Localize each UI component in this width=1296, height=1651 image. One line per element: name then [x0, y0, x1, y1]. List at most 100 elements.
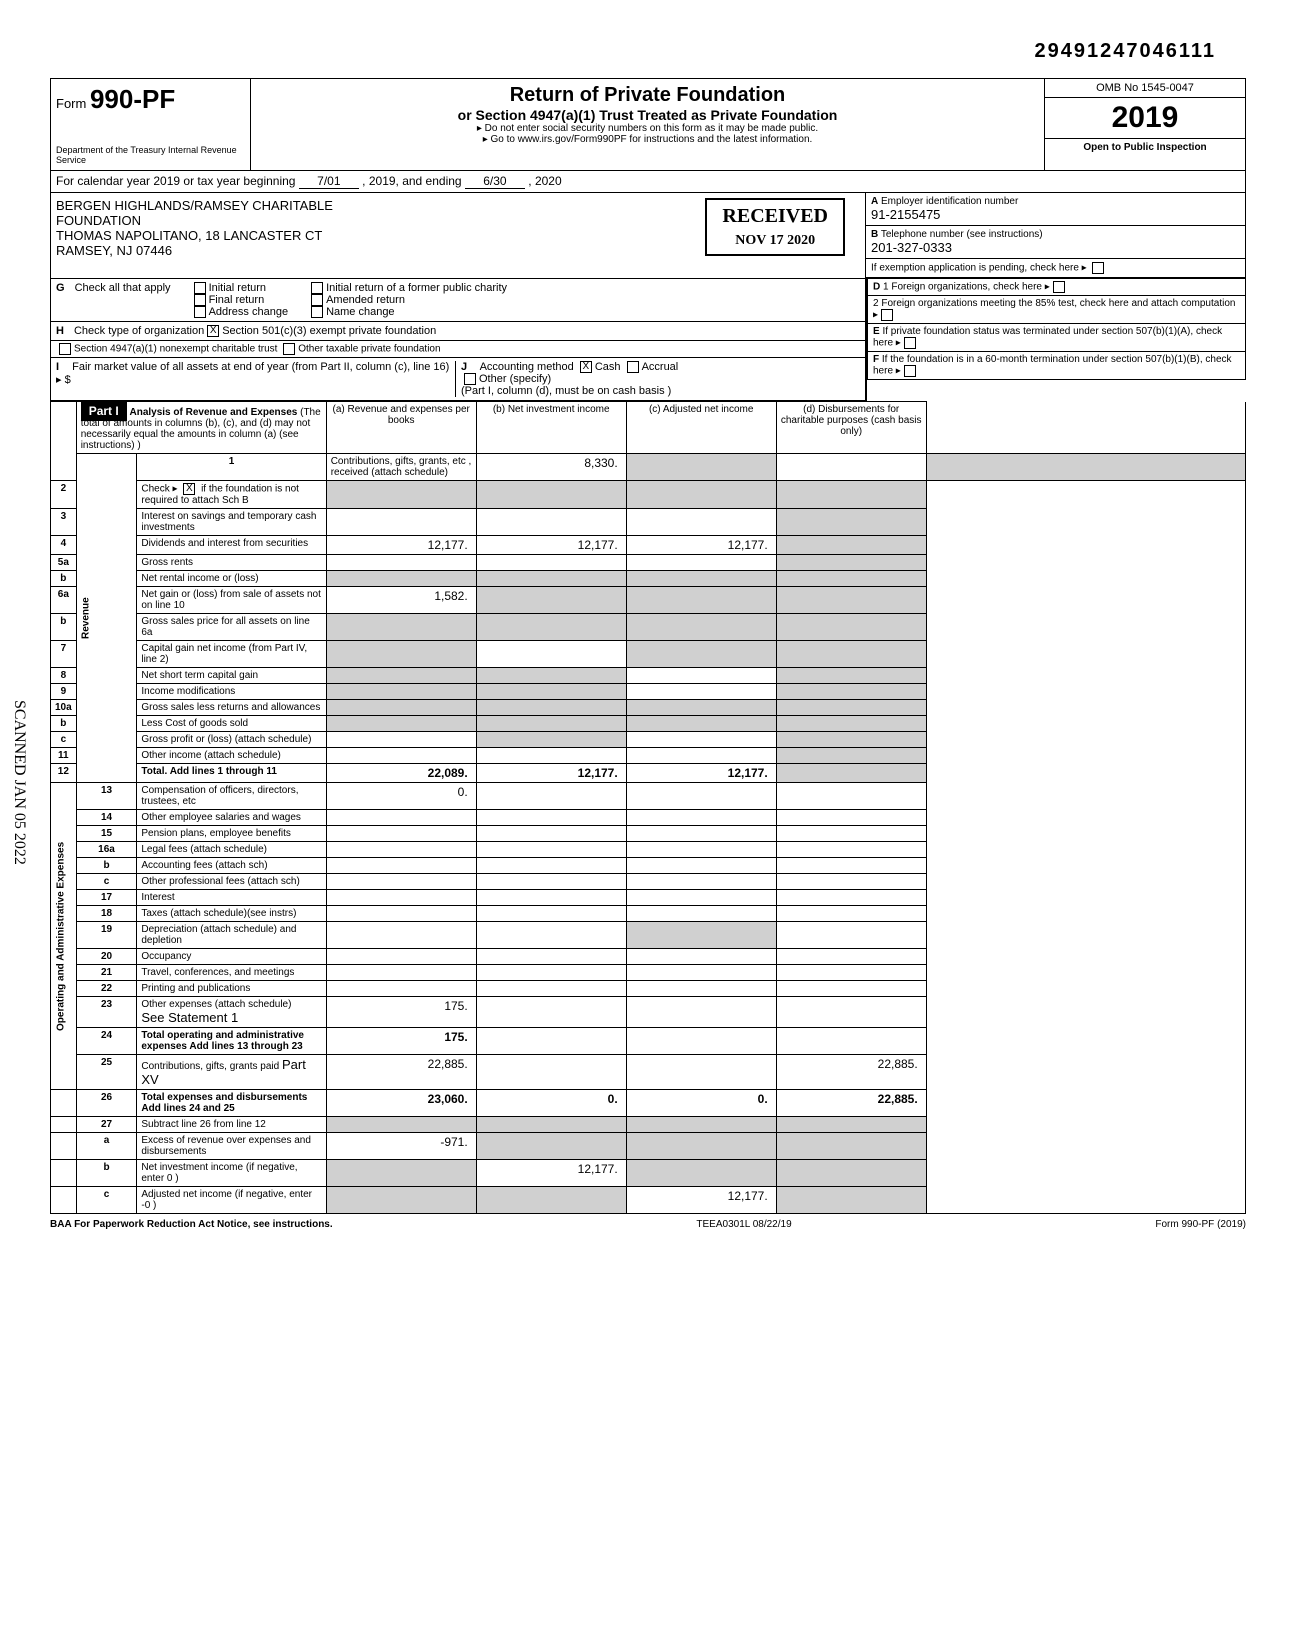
form-subtitle: or Section 4947(a)(1) Trust Treated as P… — [256, 107, 1039, 123]
line-1: Contributions, gifts, grants, etc , rece… — [326, 454, 476, 481]
cal-label: For calendar year 2019 or tax year begin… — [56, 174, 295, 188]
part1-title: Analysis of Revenue and Expenses — [129, 407, 297, 418]
box-e: If private foundation status was termina… — [873, 326, 1222, 349]
dln: 29491247046111 — [50, 40, 1246, 63]
checkbox-accrual[interactable] — [627, 361, 639, 373]
line-1-num: 1 — [137, 454, 326, 481]
line-10a: Gross sales less returns and allowances — [137, 700, 326, 716]
line-21-num: 21 — [76, 965, 137, 981]
line-27a: Excess of revenue over expenses and disb… — [137, 1133, 326, 1160]
received-stamp: RECEIVED NOV 17 2020 — [705, 198, 845, 256]
line-27-num: 27 — [76, 1117, 137, 1133]
box-a-title: Employer identification number — [881, 196, 1018, 207]
line-13-a: 0. — [326, 783, 476, 810]
line-27: Subtract line 26 from line 12 — [137, 1117, 326, 1133]
line-10a-num: 10a — [51, 700, 77, 716]
part1-table: Part I Analysis of Revenue and Expenses … — [50, 401, 1246, 1214]
checkbox-4947[interactable] — [59, 343, 71, 355]
line-1-a: 8,330. — [476, 454, 626, 481]
line-21: Travel, conferences, and meetings — [137, 965, 326, 981]
line-12-num: 12 — [51, 764, 77, 783]
checkbox-other[interactable] — [283, 343, 295, 355]
line-26-b: 0. — [476, 1090, 626, 1117]
footer: BAA For Paperwork Reduction Act Notice, … — [50, 1219, 1246, 1230]
j-label: J — [461, 361, 467, 373]
line-20-num: 20 — [76, 949, 137, 965]
checkbox-former[interactable] — [311, 282, 323, 294]
checkbox-schb[interactable]: X — [183, 483, 195, 495]
form-number: 990-PF — [90, 84, 175, 114]
g-opt5: Name change — [326, 306, 395, 318]
h-opt1: Section 501(c)(3) exempt private foundat… — [222, 325, 436, 337]
line-12-c: 12,177. — [626, 764, 776, 783]
line-26-c: 0. — [626, 1090, 776, 1117]
line-18: Taxes (attach schedule)(see instrs) — [137, 906, 326, 922]
checkbox-f[interactable] — [904, 365, 916, 377]
line-5a: Gross rents — [137, 555, 326, 571]
line-27a-num: a — [76, 1133, 137, 1160]
line-10c-num: c — [51, 732, 77, 748]
footer-left: BAA For Paperwork Reduction Act Notice, … — [50, 1219, 333, 1230]
g-opt0: Initial return — [209, 282, 266, 294]
line-5b: Net rental income or (loss) — [137, 571, 326, 587]
form-prefix: Form — [56, 96, 86, 111]
line-17-num: 17 — [76, 890, 137, 906]
line-17: Interest — [137, 890, 326, 906]
line-6b-num: b — [51, 614, 77, 641]
received-date: NOV 17 2020 — [722, 233, 828, 249]
form-year: 2019 — [1045, 98, 1245, 139]
line-24-num: 24 — [76, 1028, 137, 1055]
line-10b-num: b — [51, 716, 77, 732]
line-14: Other employee salaries and wages — [137, 810, 326, 826]
h-title: Check type of organization — [74, 325, 204, 337]
line-15-num: 15 — [76, 826, 137, 842]
j-accrual: Accrual — [642, 361, 679, 373]
side-expenses: Operating and Administrative Expenses — [51, 783, 77, 1090]
checkbox-amend[interactable] — [311, 294, 323, 306]
checkbox-501c3[interactable]: X — [207, 325, 219, 337]
cal-mid: , 2019, and ending — [362, 174, 461, 188]
cal-begin: 7/01 — [299, 174, 359, 189]
line-20: Occupancy — [137, 949, 326, 965]
line-11: Other income (attach schedule) — [137, 748, 326, 764]
line-6a-a: 1,582. — [326, 587, 476, 614]
line-23-a: 175. — [326, 997, 476, 1028]
line-11-num: 11 — [51, 748, 77, 764]
line-5a-num: 5a — [51, 555, 77, 571]
line-27c-c: 12,177. — [626, 1187, 776, 1214]
box-b-title: Telephone number (see instructions) — [881, 229, 1043, 240]
line-23-stmt: See Statement 1 — [141, 1010, 238, 1025]
checkbox-jo[interactable] — [464, 373, 476, 385]
g-opt3: Initial return of a former public charit… — [326, 282, 507, 294]
box-d1: 1 Foreign organizations, check here — [883, 282, 1042, 293]
line-18-num: 18 — [76, 906, 137, 922]
checkbox-d1[interactable] — [1053, 281, 1065, 293]
line-16a-num: 16a — [76, 842, 137, 858]
line-27b-num: b — [76, 1160, 137, 1187]
omb: OMB No 1545-0047 — [1045, 79, 1245, 98]
checkbox-name[interactable] — [311, 306, 323, 318]
ein: 91-2155475 — [871, 207, 940, 222]
h-opt3: Other taxable private foundation — [298, 344, 440, 355]
checkbox-initial[interactable] — [194, 282, 206, 294]
line-25-d: 22,885. — [776, 1055, 926, 1090]
checkbox-e[interactable] — [904, 337, 916, 349]
col-b-head: (b) Net investment income — [476, 402, 626, 454]
line-14-num: 14 — [76, 810, 137, 826]
line-26-num: 26 — [76, 1090, 137, 1117]
box-c: If exemption application is pending, che… — [871, 263, 1079, 274]
line-16b-num: b — [76, 858, 137, 874]
checkbox-d2[interactable] — [881, 309, 893, 321]
checkbox-addr[interactable] — [194, 306, 206, 318]
g-opt4: Amended return — [326, 294, 405, 306]
j-note: (Part I, column (d), must be on cash bas… — [461, 385, 671, 397]
line-16c: Other professional fees (attach sch) — [137, 874, 326, 890]
checkbox-c[interactable] — [1092, 262, 1104, 274]
section-g: G Check all that apply Initial return Fi… — [50, 279, 866, 322]
line-12-b: 12,177. — [476, 764, 626, 783]
checkbox-cash[interactable]: X — [580, 361, 592, 373]
phone: 201-327-0333 — [871, 240, 952, 255]
line-27c: Adjusted net income (if negative, enter … — [137, 1187, 326, 1214]
side-revenue: Revenue — [76, 454, 137, 783]
checkbox-final[interactable] — [194, 294, 206, 306]
